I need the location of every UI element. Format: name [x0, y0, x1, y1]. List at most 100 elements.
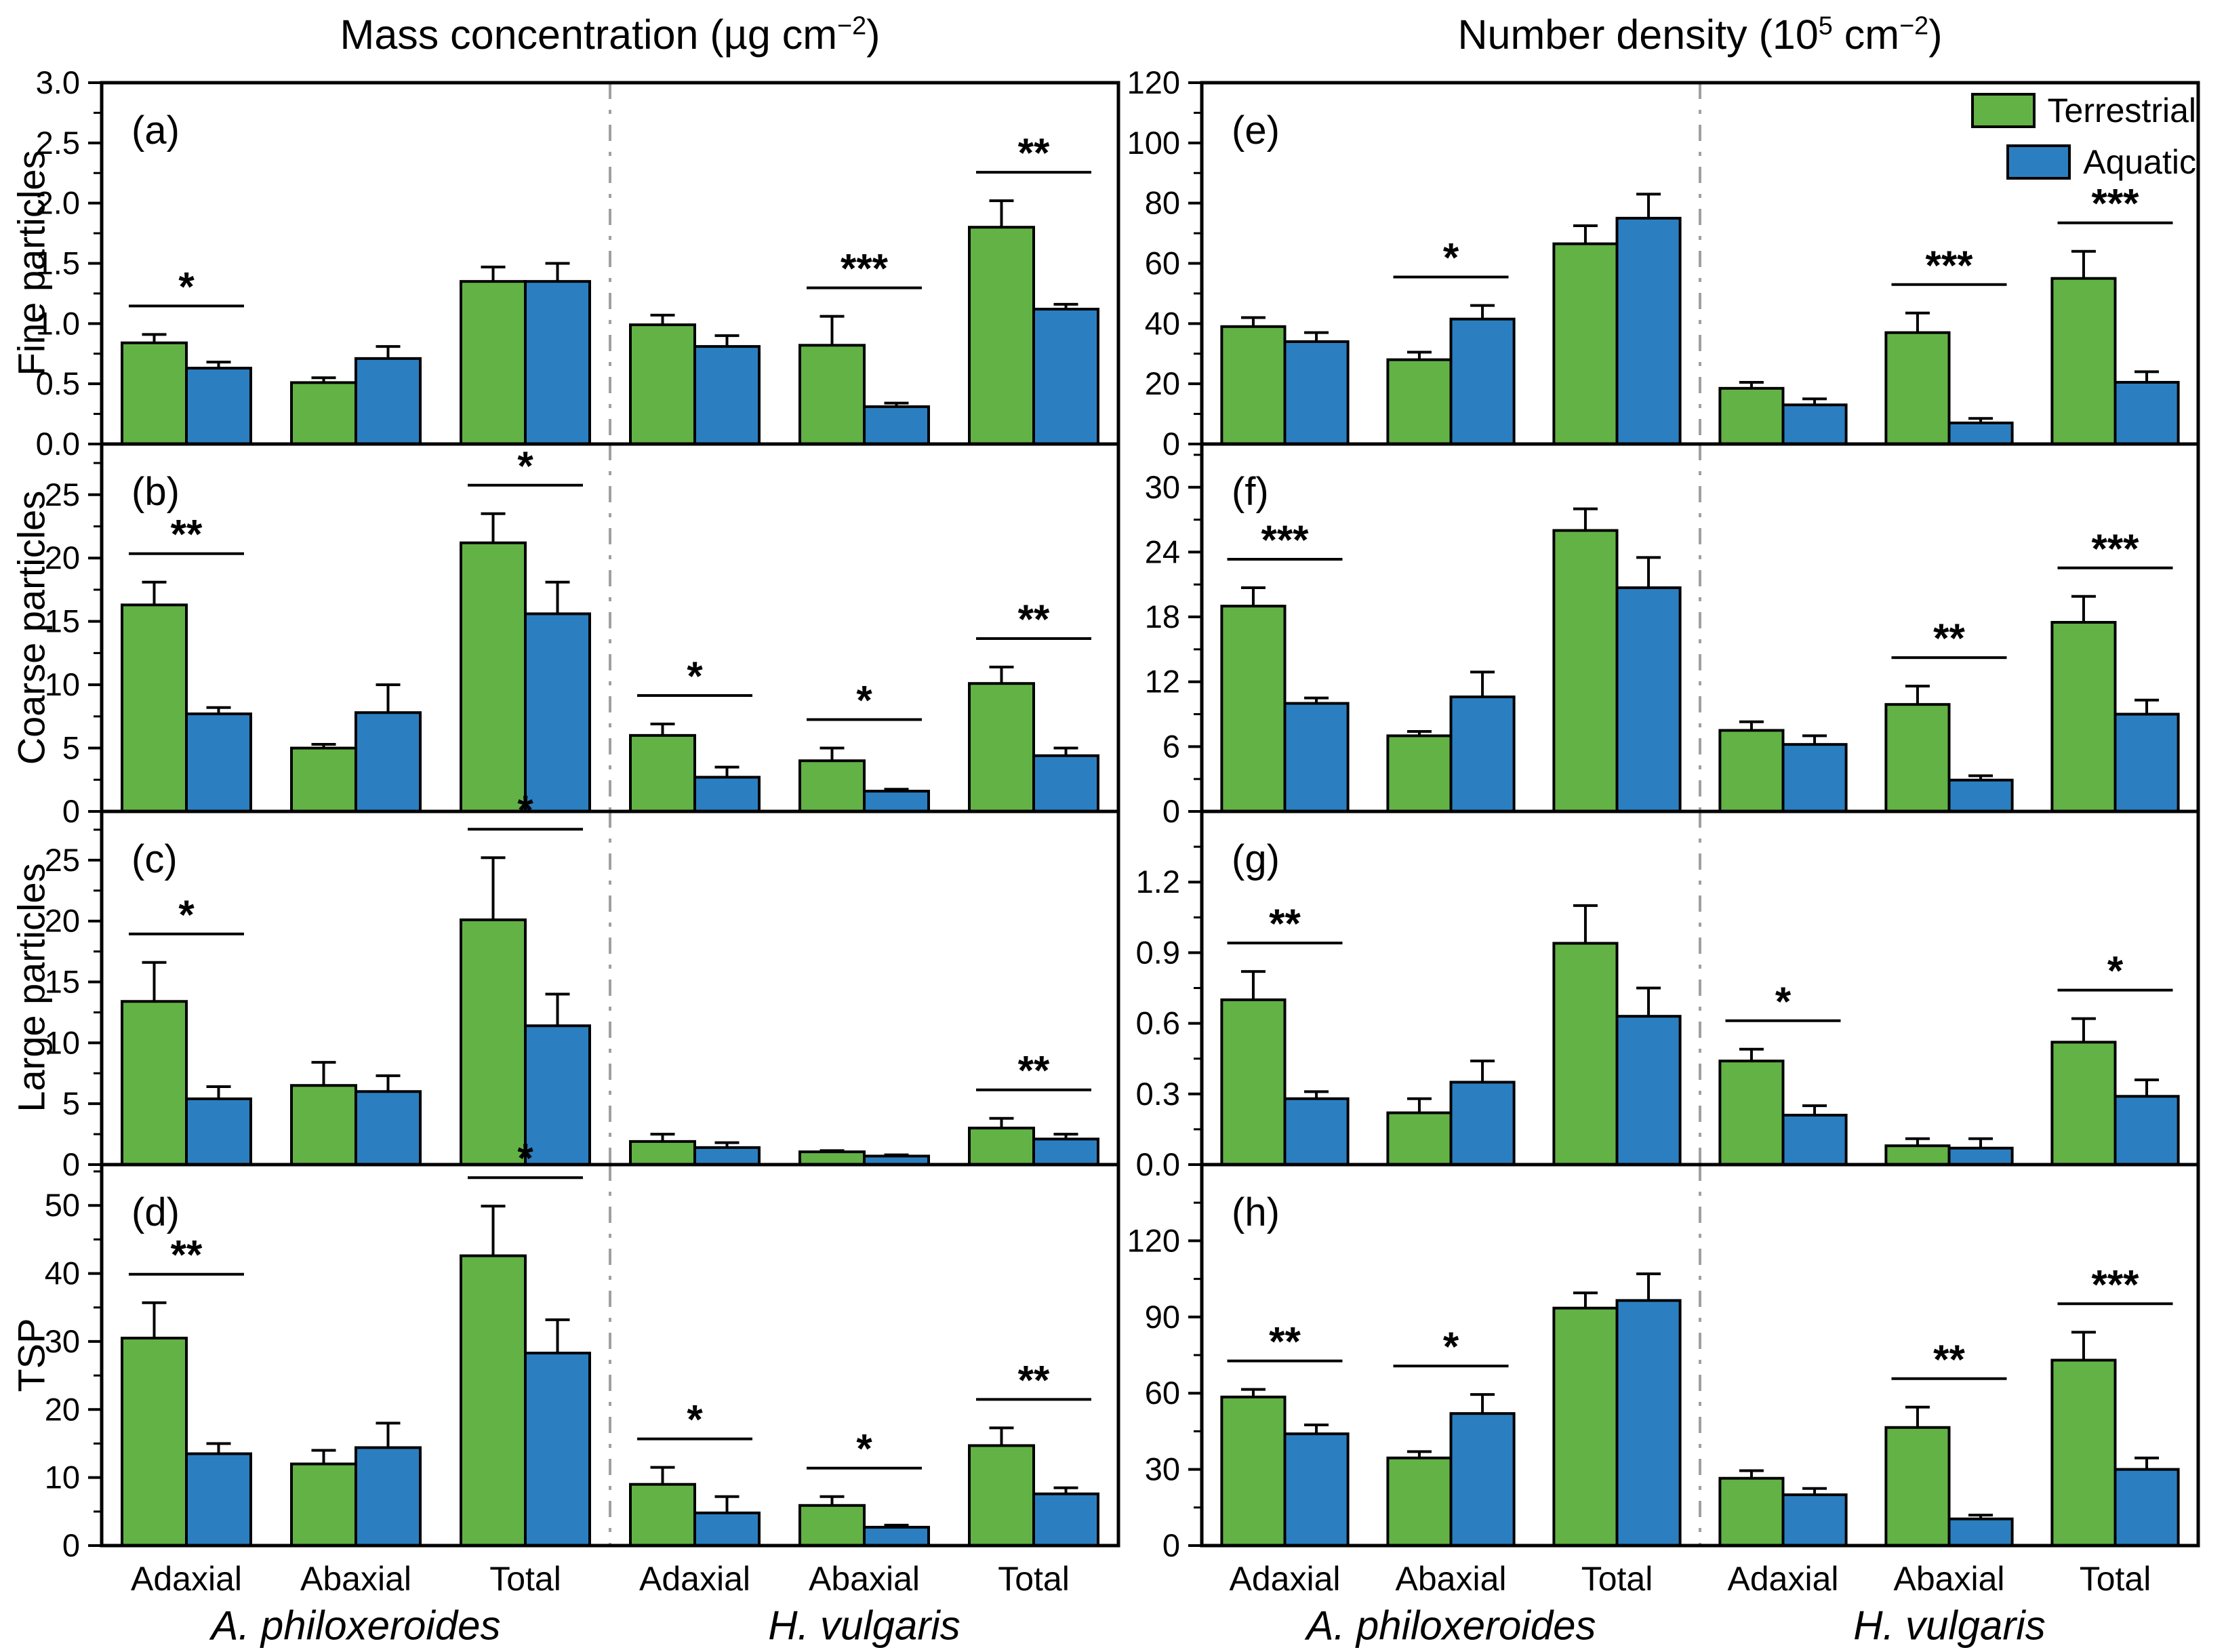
bar-terrestrial [629, 733, 696, 813]
significance-stars: ** [1018, 130, 1050, 176]
y-tick-label: 40 [1145, 305, 1180, 341]
aquatic-swatch [2006, 144, 2071, 180]
y-tick-label: 25 [45, 842, 80, 878]
species-label-vulgaris-number: H. vulgaris [1853, 1603, 2046, 1649]
significance-stars: ** [1018, 1048, 1050, 1093]
y-tick-label: 20 [45, 903, 80, 939]
y-tick-label: 100 [1127, 125, 1180, 161]
mass-title-close: ) [866, 12, 881, 58]
significance-stars: *** [1925, 243, 1973, 288]
bar-terrestrial [1718, 1060, 1785, 1166]
significance-stars: ** [171, 512, 203, 557]
panel-letter: (g) [1232, 837, 1280, 881]
x-axis-label: Total [1581, 1560, 1653, 1598]
bar-aquatic [1947, 1517, 2014, 1547]
bar-terrestrial [2050, 1041, 2117, 1167]
bar-terrestrial [460, 541, 527, 813]
mass-column-title: Mass concentration (µg cm−2) [102, 5, 1118, 64]
significance-stars: ** [1018, 597, 1050, 642]
bar-terrestrial [1552, 942, 1619, 1167]
bar-aquatic [863, 790, 930, 813]
bar-aquatic [693, 1146, 761, 1166]
bar-terrestrial [629, 1483, 696, 1547]
bar-terrestrial [1386, 358, 1453, 446]
y-tick-label: 0.0 [36, 426, 80, 462]
panel-letter: (f) [1232, 470, 1269, 514]
significance-stars: * [178, 892, 195, 938]
bar-aquatic [1283, 1097, 1350, 1167]
significance-stars: * [687, 653, 703, 699]
y-tick-label: 2.5 [36, 125, 80, 161]
y-tick-label: 0 [1162, 1527, 1180, 1563]
panel-letter: (d) [131, 1190, 180, 1234]
bar-terrestrial [1386, 1456, 1453, 1547]
y-tick-label: 0.6 [1136, 1005, 1180, 1041]
panel-letter: (e) [1232, 108, 1280, 153]
legend-label-aquatic: Aquatic [2083, 143, 2196, 181]
panel-letter: (b) [131, 470, 180, 514]
y-tick-label: 10 [45, 1024, 80, 1060]
significance-stars: ** [171, 1232, 203, 1278]
y-tick-label: 5 [62, 730, 80, 766]
bar-terrestrial [121, 1336, 188, 1548]
y-tick-label: 1.2 [1136, 864, 1180, 900]
significance-stars: *** [1261, 517, 1309, 563]
significance-stars: * [1443, 1324, 1459, 1369]
bar-terrestrial [290, 1462, 357, 1548]
legend-label-terrestrial: Terrestrial [2047, 92, 2196, 129]
y-tick-label: 30 [1145, 469, 1180, 505]
y-tick-label: 1.0 [36, 305, 80, 341]
y-tick-label: 10 [45, 1459, 80, 1495]
panel-letter: (a) [131, 108, 180, 153]
legend: Terrestrial Aquatic [1970, 91, 2196, 182]
y-tick-label: 12 [1145, 664, 1180, 700]
bar-terrestrial [1552, 529, 1619, 813]
y-tick-label: 20 [45, 1391, 80, 1427]
bar-terrestrial [2050, 277, 2117, 446]
significance-stars: ** [1269, 1319, 1301, 1365]
bar-aquatic [1449, 1081, 1516, 1167]
y-tick-label: 80 [1145, 185, 1180, 221]
bar-terrestrial [968, 682, 1035, 813]
bar-terrestrial [1718, 386, 1785, 445]
bar-aquatic [2113, 380, 2180, 446]
y-tick-label: 2.0 [36, 185, 80, 221]
bar-aquatic [2113, 1095, 2180, 1166]
number-title-superscript-2: −2 [1899, 12, 1929, 41]
y-tick-label: 20 [1145, 365, 1180, 401]
y-tick-label: 0.5 [36, 365, 80, 401]
bar-aquatic [693, 345, 761, 445]
y-tick-label: 0 [1162, 793, 1180, 829]
y-tick-label: 0 [1162, 426, 1180, 462]
significance-stars: ** [1269, 901, 1301, 946]
x-axis-label: Total [2080, 1560, 2151, 1598]
terrestrial-swatch [1970, 93, 2036, 128]
y-tick-label: 0.3 [1136, 1076, 1180, 1112]
bar-terrestrial [1718, 729, 1785, 813]
bar-aquatic [185, 712, 252, 813]
bar-terrestrial [460, 280, 527, 445]
y-tick-label: 0.9 [1136, 934, 1180, 970]
y-tick-label: 10 [45, 666, 80, 702]
bar-terrestrial [1884, 1144, 1951, 1167]
y-tick-label: 0 [62, 1527, 80, 1563]
bar-aquatic [1449, 696, 1516, 813]
row-label-coarse-particles: Coarse particles [9, 490, 53, 765]
bar-aquatic [524, 612, 591, 813]
bar-aquatic [1449, 1412, 1516, 1547]
bar-terrestrial [290, 1084, 357, 1166]
y-tick-label: 30 [45, 1323, 80, 1359]
bar-aquatic [1947, 778, 2014, 813]
y-tick-label: 0 [62, 793, 80, 829]
y-tick-label: 30 [1145, 1451, 1180, 1487]
bar-terrestrial [1220, 605, 1287, 813]
significance-stars: ** [1933, 616, 1965, 661]
bar-terrestrial [968, 1444, 1035, 1548]
y-tick-label: 25 [45, 477, 80, 512]
bar-terrestrial [968, 1127, 1035, 1166]
bar-aquatic [185, 367, 252, 446]
bar-terrestrial [290, 381, 357, 446]
bar-aquatic [863, 405, 930, 446]
